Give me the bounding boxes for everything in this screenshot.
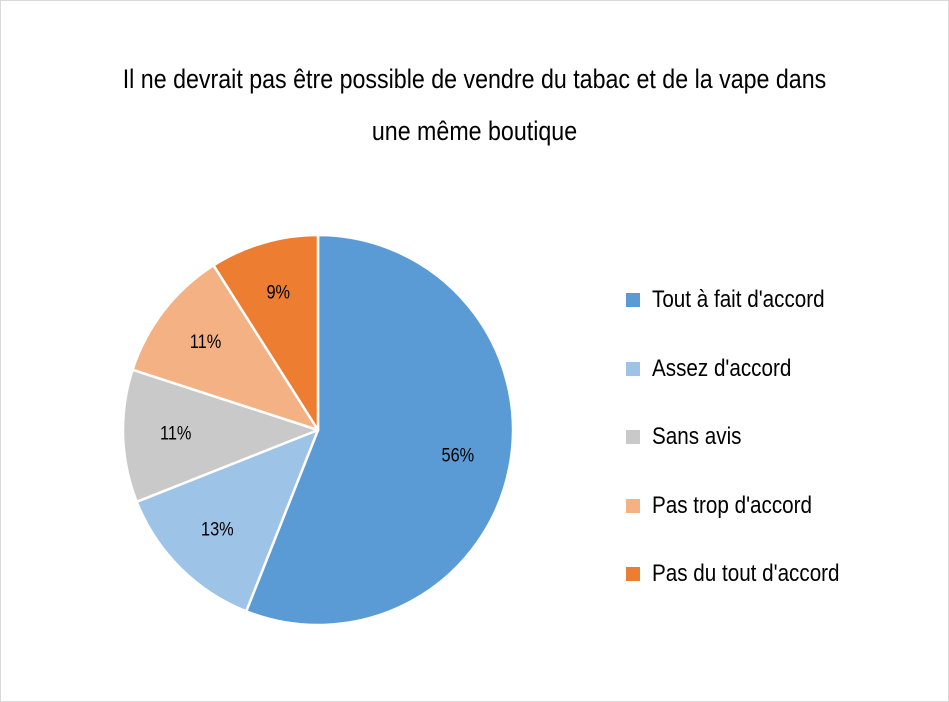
slice-data-label-2: 11%	[160, 422, 192, 443]
legend-item-1: Assez d'accord	[626, 352, 870, 421]
legend-swatch-3	[626, 498, 640, 513]
legend-swatch-2	[626, 430, 640, 444]
legend-item-2: Sans avis	[626, 420, 870, 489]
legend-label-4: Pas du tout d'accord	[652, 560, 840, 587]
legend-label-3: Pas trop d'accord	[652, 491, 812, 519]
legend: Tout à fait d'accord Assez d'accord Sans a…	[626, 283, 870, 626]
legend-label-0: Tout à fait d'accord	[652, 286, 825, 313]
pie-slice-0	[244, 233, 515, 627]
pie-slices	[121, 233, 515, 627]
slice-data-label-1: 13%	[201, 519, 234, 540]
legend-item-0: Tout à fait d'accord	[626, 283, 870, 352]
legend-item-3: Pas trop d'accord	[626, 489, 870, 558]
pie-slice-3	[131, 264, 320, 432]
slice-data-label-0: 56%	[441, 445, 474, 466]
legend-swatch-1	[626, 361, 640, 376]
slice-data-label-4: 9%	[266, 281, 290, 302]
slice-data-label-3: 11%	[190, 331, 222, 352]
pie-labels: 56% 13% 11% 11% 9%	[160, 281, 474, 540]
legend-label-1: Assez d'accord	[652, 354, 792, 382]
legend-swatch-4	[626, 567, 640, 581]
legend-item-4: Pas du tout d'accord	[626, 557, 870, 626]
pie-slice-2	[121, 368, 320, 504]
legend-label-2: Sans avis	[652, 423, 742, 450]
pie-slice-1	[135, 428, 320, 613]
pie-slice-4	[212, 233, 320, 432]
chart-title: Il ne devrait pas être possible de vendr…	[122, 64, 827, 146]
legend-swatch-0	[626, 293, 640, 307]
